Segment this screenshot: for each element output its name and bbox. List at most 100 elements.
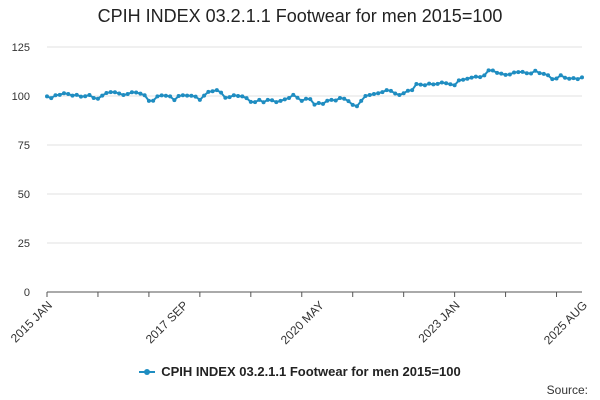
data-point[interactable] [516,70,521,75]
data-point[interactable] [278,98,283,103]
data-point[interactable] [401,91,406,96]
data-point[interactable] [189,93,194,98]
data-point[interactable] [168,94,173,99]
data-point[interactable] [444,81,449,86]
data-point[interactable] [159,93,164,98]
data-point[interactable] [461,77,466,82]
data-point[interactable] [512,70,517,75]
data-point[interactable] [529,71,534,76]
data-point[interactable] [541,71,546,76]
data-point[interactable] [83,94,88,99]
data-point[interactable] [329,97,334,102]
data-point[interactable] [49,96,54,101]
data-point[interactable] [291,92,296,97]
data-point[interactable] [363,94,368,98]
data-point[interactable] [104,91,109,96]
data-point[interactable] [240,94,245,99]
data-point[interactable] [397,93,402,98]
data-point[interactable] [333,98,338,103]
data-point[interactable] [325,98,330,103]
data-point[interactable] [125,92,130,97]
data-point[interactable] [270,98,275,103]
data-point[interactable] [91,95,96,100]
data-point[interactable] [503,72,508,77]
legend[interactable]: CPIH INDEX 03.2.1.1 Footwear for men 201… [0,364,600,379]
data-point[interactable] [206,89,211,94]
data-point[interactable] [371,92,376,97]
data-point[interactable] [95,96,100,101]
data-point[interactable] [138,91,143,96]
data-point[interactable] [350,102,355,107]
data-point[interactable] [274,100,279,105]
data-point[interactable] [376,91,381,96]
data-point[interactable] [554,76,559,81]
data-point[interactable] [112,90,117,95]
data-point[interactable] [410,88,415,93]
data-point[interactable] [248,99,253,104]
data-point[interactable] [180,93,185,98]
data-point[interactable] [575,77,580,82]
data-point[interactable] [533,68,538,73]
data-point[interactable] [469,75,474,80]
data-point[interactable] [393,91,398,96]
data-point[interactable] [422,83,427,88]
data-point[interactable] [550,77,555,82]
data-point[interactable] [265,97,270,102]
data-point[interactable] [435,81,440,86]
data-point[interactable] [151,98,156,103]
data-point[interactable] [236,94,241,98]
data-point[interactable] [117,91,122,96]
data-point[interactable] [244,96,249,101]
data-point[interactable] [478,75,483,80]
data-point[interactable] [66,92,71,97]
data-point[interactable] [524,71,529,76]
data-point[interactable] [380,90,385,95]
data-point[interactable] [304,96,309,101]
data-point[interactable] [155,94,160,99]
data-point[interactable] [367,93,372,98]
data-point[interactable] [219,90,224,95]
data-point[interactable] [163,93,168,98]
data-point[interactable] [316,101,321,106]
data-point[interactable] [129,90,134,95]
data-point[interactable] [210,89,215,94]
data-point[interactable] [427,81,432,86]
data-point[interactable] [100,93,105,98]
data-point[interactable] [108,90,113,95]
data-point[interactable] [142,93,147,98]
data-point[interactable] [87,93,92,98]
data-point[interactable] [78,94,83,99]
data-point[interactable] [287,95,292,100]
data-point[interactable] [57,92,62,97]
data-point[interactable] [74,92,79,97]
data-point[interactable] [563,75,568,80]
data-point[interactable] [388,88,393,93]
data-point[interactable] [176,94,181,98]
data-point[interactable] [214,88,219,93]
data-point[interactable] [146,98,151,103]
data-point[interactable] [507,72,512,77]
data-point[interactable] [452,83,457,88]
data-point[interactable] [346,99,351,104]
data-point[interactable] [456,78,461,83]
data-point[interactable] [299,98,304,103]
data-point[interactable] [354,104,359,109]
data-point[interactable] [580,75,584,80]
data-point[interactable] [384,88,389,93]
data-point[interactable] [70,93,75,98]
data-point[interactable] [53,93,58,98]
data-point[interactable] [193,94,198,99]
data-point[interactable] [486,68,491,73]
data-point[interactable] [121,93,126,98]
data-point[interactable] [337,95,342,100]
data-point[interactable] [45,94,49,99]
data-point[interactable] [414,82,419,87]
data-point[interactable] [134,90,139,95]
data-point[interactable] [185,93,190,98]
data-point[interactable] [520,69,525,74]
data-point[interactable] [61,91,66,96]
data-point[interactable] [227,95,232,100]
data-point[interactable] [308,97,313,102]
data-point[interactable] [312,102,317,107]
data-point[interactable] [490,68,495,73]
